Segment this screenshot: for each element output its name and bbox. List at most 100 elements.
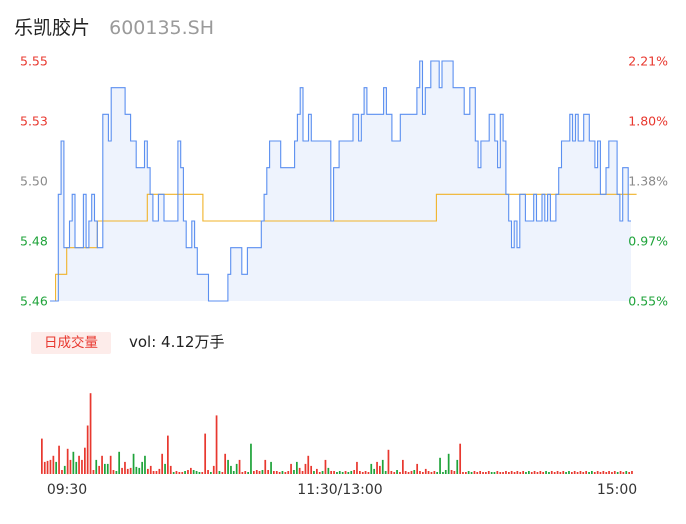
volume-bar [473, 471, 476, 474]
volume-bar [81, 459, 83, 474]
price-area [50, 61, 631, 301]
volume-bar [41, 438, 43, 474]
volume-bar [396, 470, 398, 474]
volume-bar [247, 472, 250, 474]
x-tick: 15:00 [597, 482, 637, 498]
price-area-layer [50, 61, 631, 301]
volume-bar [218, 471, 221, 474]
volume-bar [465, 472, 467, 474]
volume-bar [78, 455, 80, 474]
volume-bar [505, 471, 507, 474]
volume-bar [52, 455, 55, 474]
volume-bar [430, 472, 433, 474]
volume-bar [470, 472, 473, 474]
volume-bar [379, 465, 381, 474]
volume-bar [528, 471, 530, 474]
volume-bar [192, 470, 195, 474]
volume-bar [410, 471, 413, 474]
volume-bar [250, 443, 252, 474]
volume-bar [232, 471, 235, 474]
volume-bar [356, 461, 358, 474]
volume-bar [227, 459, 229, 474]
volume-bar [298, 467, 301, 474]
volume-bar [416, 463, 419, 474]
volume-bar [602, 471, 605, 474]
volume-bar [402, 459, 404, 474]
volume-bar [172, 472, 175, 474]
volume-bar [376, 461, 378, 474]
volume-bar [321, 471, 324, 474]
volume-tab[interactable]: 日成交量 [31, 332, 111, 354]
volume-bar [92, 470, 95, 474]
volume-bar [215, 415, 218, 474]
volume-bar [333, 471, 335, 474]
volume-bar [542, 472, 545, 474]
y-tick-right: 1.38% [628, 174, 668, 189]
volume-bar [387, 449, 390, 474]
y-axis-left: 5.55 5.53 5.50 5.48 5.46 [20, 54, 48, 309]
stock-header: 乐凯胶片 600135.SH [14, 13, 214, 39]
volume-bar [565, 472, 567, 474]
volume-bar [522, 471, 525, 474]
volume-bar [419, 471, 421, 474]
volume-bar [255, 470, 258, 474]
y-tick-right: 2.21% [628, 54, 668, 69]
volume-bar [553, 472, 556, 474]
volume-bar [370, 463, 373, 474]
volume-bar [593, 472, 596, 474]
volume-bar [212, 465, 215, 474]
volume-bar [341, 472, 344, 474]
volume-bar [573, 471, 576, 474]
volume-bar [75, 461, 78, 474]
volume-bar [86, 425, 89, 474]
volume-bar [381, 459, 384, 474]
volume-bar [384, 471, 387, 474]
y-tick-right: 0.97% [628, 234, 668, 249]
volume-bar [404, 471, 407, 474]
volume-bar [106, 463, 109, 474]
volume-bar [207, 470, 209, 474]
volume-bar [121, 467, 123, 474]
volume-bar [482, 472, 484, 474]
volume-bar [619, 471, 622, 474]
volume-bar [462, 472, 464, 474]
volume-bar [447, 453, 450, 474]
x-tick: 09:30 [47, 482, 87, 498]
volume-bar [167, 435, 169, 474]
volume-bar [109, 455, 112, 474]
volume-bar [58, 445, 60, 474]
volume-bar [436, 472, 439, 474]
volume-bar [533, 471, 536, 474]
volume-bar [104, 463, 106, 474]
volume-bar [622, 472, 625, 474]
volume-bar [66, 448, 69, 475]
volume-bar [628, 472, 631, 474]
x-tick: 11:30/13:00 [297, 482, 382, 498]
volume-bar [175, 471, 178, 474]
volume-bar [442, 472, 444, 474]
volume-bar [69, 459, 72, 474]
volume-bar [43, 461, 46, 474]
volume-bar [221, 472, 224, 474]
volume-bar [253, 471, 255, 474]
volume-bar [536, 472, 539, 474]
volume-bar [164, 463, 166, 474]
volume-bar [548, 472, 550, 474]
volume-bar [190, 467, 192, 474]
volume-bar [427, 471, 430, 474]
volume-bar [278, 472, 281, 474]
volume-bar [287, 471, 290, 474]
volume-bar [350, 471, 353, 474]
volume-bar [530, 472, 533, 474]
volume-bar [344, 471, 347, 474]
volume-bar [330, 471, 333, 474]
volume-bar [144, 455, 146, 474]
volume-bar [201, 472, 204, 474]
volume-bar [84, 447, 86, 474]
volume-bar [611, 472, 613, 474]
volume-bar [496, 471, 499, 474]
volume-bar [63, 465, 66, 474]
volume-bar [502, 472, 504, 474]
volume-bars [41, 393, 633, 475]
